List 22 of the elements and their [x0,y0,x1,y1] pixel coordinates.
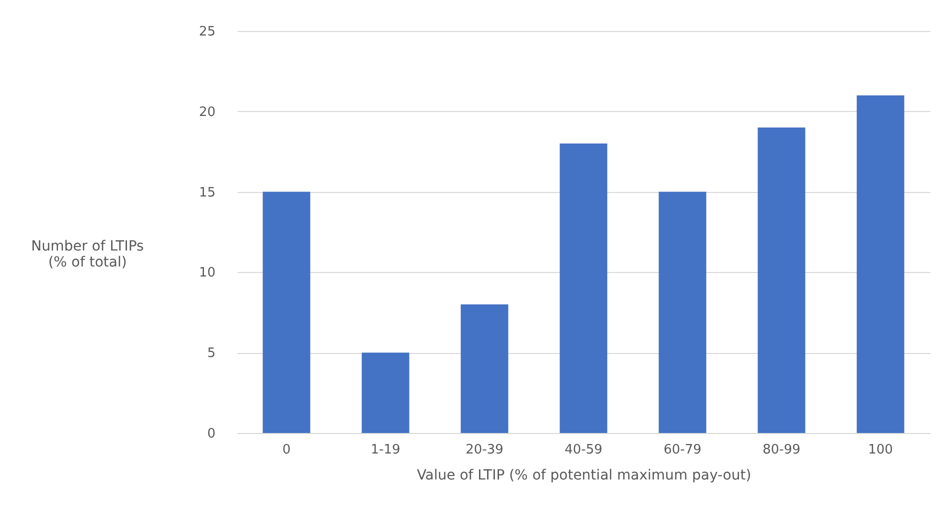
y-tick-label: 20 [198,104,216,120]
bar [460,304,508,433]
y-tick-label: 0 [207,426,216,442]
bar [362,352,410,433]
x-tick-label: 100 [868,442,893,458]
x-tick-label: 0 [282,442,291,458]
x-tick-label: 80-99 [762,442,800,458]
y-tick-label: 10 [198,266,216,281]
bar [856,95,904,433]
x-tick-label: 60-79 [664,442,702,458]
x-axis-title: Value of LTIP (% of potential maximum pay-out) [416,468,752,484]
x-tick-label: 1-19 [370,442,400,458]
y-axis-title: Number of LTIPs (% of total) [31,238,144,270]
bar [658,192,706,433]
x-tick-label: 20-39 [466,442,504,458]
y-tick-label: 15 [198,185,216,200]
x-tick-label: 40-59 [564,442,602,458]
y-tick-label: 25 [198,24,216,40]
bar [560,144,608,433]
bar [262,192,310,433]
y-tick-label: 5 [207,346,216,362]
bar [758,127,806,433]
